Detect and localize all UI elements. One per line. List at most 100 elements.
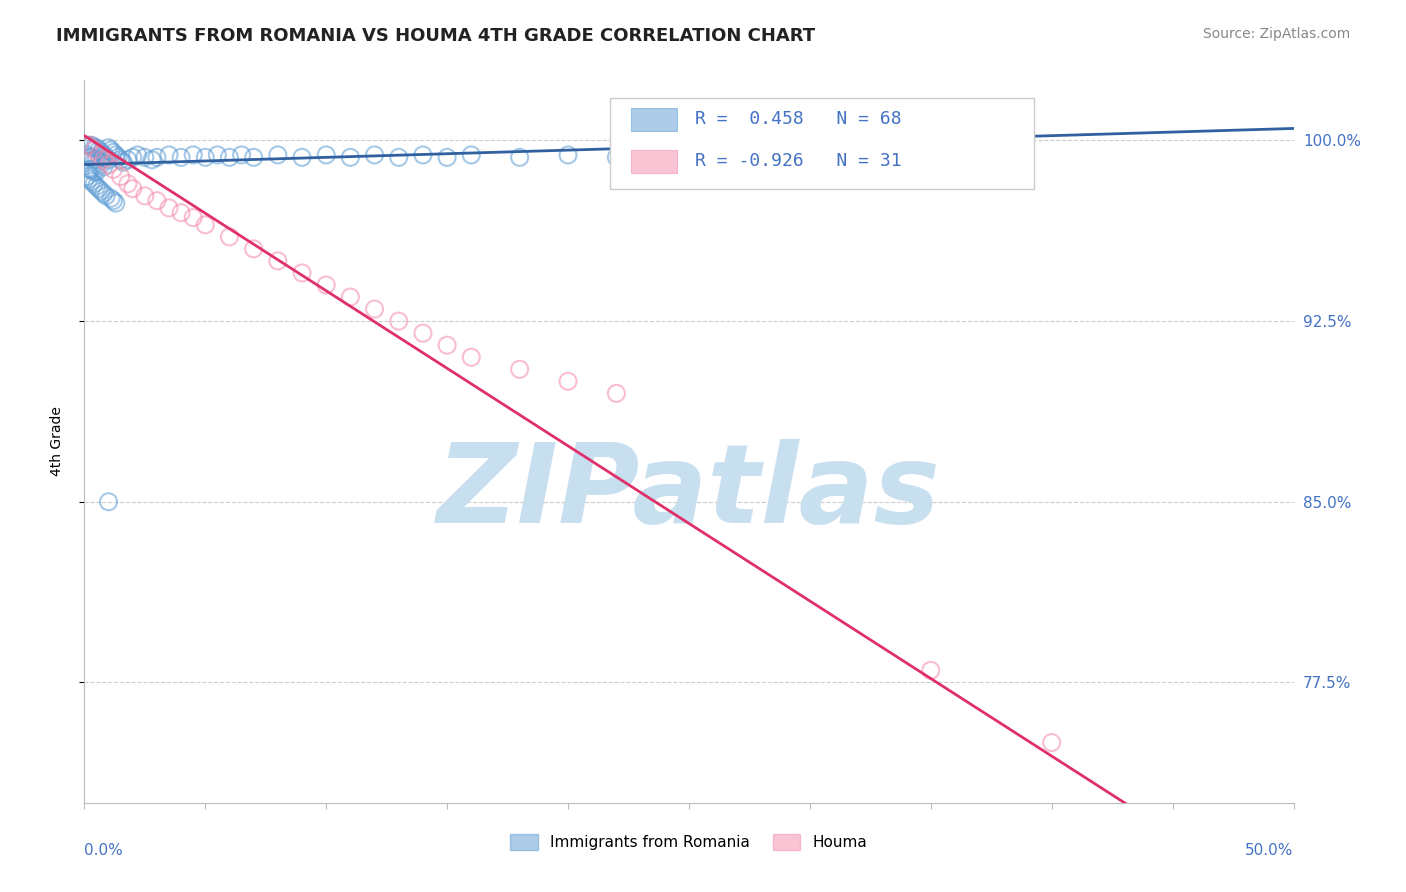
Point <box>436 338 458 352</box>
Point <box>557 374 579 388</box>
Point <box>80 174 103 188</box>
Text: 50.0%: 50.0% <box>1246 843 1294 857</box>
Point <box>315 278 337 293</box>
Point <box>460 350 482 364</box>
Point <box>218 150 240 164</box>
Point <box>97 494 120 508</box>
Point <box>77 138 100 153</box>
Point <box>93 186 115 201</box>
Point <box>141 153 163 167</box>
Point <box>1040 735 1063 749</box>
Point <box>97 153 120 167</box>
Point <box>242 150 264 164</box>
FancyBboxPatch shape <box>631 108 676 131</box>
Point <box>93 148 115 162</box>
Point <box>605 386 627 401</box>
Point <box>127 148 149 162</box>
Point <box>509 362 531 376</box>
Point <box>103 145 125 160</box>
Point <box>86 141 108 155</box>
Point <box>87 181 110 195</box>
Point <box>110 153 132 167</box>
Point <box>93 153 115 167</box>
Text: R = -0.926   N = 31: R = -0.926 N = 31 <box>695 153 901 170</box>
Point <box>83 143 105 157</box>
Point <box>117 153 139 167</box>
Point <box>194 218 217 232</box>
Point <box>181 148 204 162</box>
Point <box>170 150 193 164</box>
Point <box>207 148 229 162</box>
Point <box>80 138 103 153</box>
Point <box>76 138 98 153</box>
Point <box>80 150 103 164</box>
Text: R =  0.458   N = 68: R = 0.458 N = 68 <box>695 111 901 128</box>
Point <box>363 301 385 316</box>
Point <box>97 157 120 171</box>
Point <box>339 150 361 164</box>
Point <box>412 148 434 162</box>
Point <box>218 230 240 244</box>
Point <box>194 150 217 164</box>
Point <box>242 242 264 256</box>
Text: IMMIGRANTS FROM ROMANIA VS HOUMA 4TH GRADE CORRELATION CHART: IMMIGRANTS FROM ROMANIA VS HOUMA 4TH GRA… <box>56 27 815 45</box>
Point <box>97 141 120 155</box>
Point <box>86 153 108 167</box>
Point <box>121 150 143 164</box>
Point <box>76 169 98 184</box>
Point <box>90 184 112 198</box>
Point <box>87 148 110 162</box>
Point <box>157 201 180 215</box>
Point <box>80 162 103 177</box>
FancyBboxPatch shape <box>631 150 676 173</box>
Point <box>90 157 112 171</box>
Point <box>103 162 125 177</box>
Point <box>104 148 127 162</box>
Point <box>157 148 180 162</box>
Point <box>77 172 100 186</box>
Point <box>181 211 204 225</box>
Text: 0.0%: 0.0% <box>84 843 124 857</box>
Point <box>100 191 122 205</box>
Y-axis label: 4th Grade: 4th Grade <box>49 407 63 476</box>
Point <box>117 177 139 191</box>
Point <box>83 177 105 191</box>
Point <box>93 160 115 174</box>
Point <box>103 194 125 208</box>
Point <box>388 150 411 164</box>
Point <box>363 148 385 162</box>
Point <box>83 165 105 179</box>
Point <box>388 314 411 328</box>
Point <box>412 326 434 340</box>
FancyBboxPatch shape <box>610 98 1033 189</box>
Point <box>460 148 482 162</box>
Point <box>107 150 129 164</box>
Point <box>87 143 110 157</box>
Point <box>291 266 314 280</box>
Point <box>557 148 579 162</box>
Point <box>121 181 143 195</box>
Point <box>134 189 156 203</box>
Point <box>231 148 253 162</box>
Point <box>146 150 169 164</box>
Point <box>436 150 458 164</box>
Point <box>86 179 108 194</box>
Text: ZIPatlas: ZIPatlas <box>437 439 941 546</box>
Point <box>134 150 156 164</box>
Point <box>509 150 531 164</box>
Point <box>90 145 112 160</box>
Point <box>605 150 627 164</box>
Point <box>267 148 290 162</box>
Point <box>77 162 100 177</box>
Point <box>170 205 193 219</box>
Point <box>104 196 127 211</box>
Point <box>112 155 135 169</box>
Point <box>86 165 108 179</box>
Point <box>110 169 132 184</box>
Point <box>83 141 105 155</box>
Point <box>77 150 100 164</box>
Text: Source: ZipAtlas.com: Source: ZipAtlas.com <box>1202 27 1350 41</box>
Point <box>315 148 337 162</box>
Point <box>146 194 169 208</box>
Point <box>339 290 361 304</box>
